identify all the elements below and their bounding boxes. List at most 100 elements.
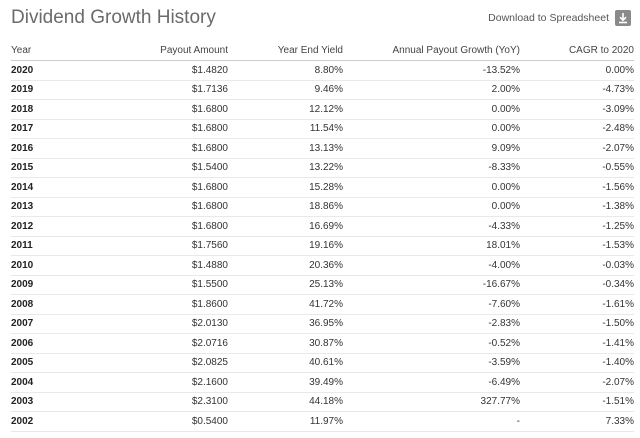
cell-annual-payout-growth: 18.01%: [343, 236, 520, 256]
cell-payout-amount: $1.6800: [71, 119, 228, 139]
cell-year: 2004: [11, 372, 71, 393]
cell-payout-amount: $2.0716: [71, 333, 228, 354]
table-row: 2003 $2.3100 44.18% 327.77% -1.51%: [11, 392, 634, 412]
download-spreadsheet-button[interactable]: Download to Spreadsheet: [488, 10, 631, 26]
cell-year-end-yield: 18.86%: [228, 197, 343, 217]
cell-cagr: 0.00%: [520, 60, 634, 81]
cell-annual-payout-growth: 0.00%: [343, 177, 520, 198]
cell-cagr: -1.41%: [520, 333, 634, 354]
table-row: 2019 $1.7136 9.46% 2.00% -4.73%: [11, 80, 634, 100]
cell-payout-amount: $1.6800: [71, 216, 228, 237]
cell-year-end-yield: 19.16%: [228, 236, 343, 256]
cell-year: 2006: [11, 333, 71, 354]
column-header-annual-payout-growth: Annual Payout Growth (YoY): [343, 40, 520, 61]
cell-year-end-yield: 13.22%: [228, 158, 343, 178]
cell-year-end-yield: 25.13%: [228, 275, 343, 295]
cell-year-end-yield: 44.18%: [228, 392, 343, 412]
table-header-row: Year Payout Amount Year End Yield Annual…: [11, 40, 634, 61]
cell-payout-amount: $2.3100: [71, 392, 228, 412]
cell-year-end-yield: 39.49%: [228, 372, 343, 393]
cell-year: 2009: [11, 275, 71, 295]
table-row: 2016 $1.6800 13.13% 9.09% -2.07%: [11, 138, 634, 159]
cell-annual-payout-growth: -2.83%: [343, 314, 520, 334]
cell-year: 2015: [11, 158, 71, 178]
table-row: 2020 $1.4820 8.80% -13.52% 0.00%: [11, 60, 634, 81]
cell-year-end-yield: 8.80%: [228, 60, 343, 81]
table-row: 2002 $0.5400 11.97% -7.33%: [11, 411, 634, 432]
cell-payout-amount: $1.7136: [71, 80, 228, 100]
cell-cagr: -3.09%: [520, 99, 634, 120]
cell-cagr: -2.48%: [520, 119, 634, 139]
cell-payout-amount: $1.6800: [71, 138, 228, 159]
cell-payout-amount: $1.5500: [71, 275, 228, 295]
column-header-payout-amount: Payout Amount: [71, 40, 228, 61]
column-header-year: Year: [11, 40, 71, 61]
cell-year-end-yield: 13.13%: [228, 138, 343, 159]
cell-cagr: -4.73%: [520, 80, 634, 100]
table-row: 2018 $1.6800 12.12% 0.00% -3.09%: [11, 99, 634, 120]
cell-annual-payout-growth: -7.60%: [343, 294, 520, 315]
cell-year: 2003: [11, 392, 71, 412]
cell-annual-payout-growth: 0.00%: [343, 197, 520, 217]
cell-annual-payout-growth: 9.09%: [343, 138, 520, 159]
page-title: Dividend Growth History: [11, 7, 216, 28]
cell-annual-payout-growth: -: [343, 411, 520, 432]
cell-year: 2002: [11, 411, 71, 432]
table-row: 2009 $1.5500 25.13% -16.67% -0.34%: [11, 275, 634, 295]
cell-payout-amount: $1.8600: [71, 294, 228, 315]
cell-payout-amount: $2.0130: [71, 314, 228, 334]
cell-payout-amount: $1.6800: [71, 99, 228, 120]
cell-cagr: -1.53%: [520, 236, 634, 256]
cell-annual-payout-growth: -4.00%: [343, 255, 520, 276]
cell-cagr: -1.50%: [520, 314, 634, 334]
header: Dividend Growth History Download to Spre…: [0, 0, 640, 36]
cell-cagr: -1.56%: [520, 177, 634, 198]
cell-annual-payout-growth: -3.59%: [343, 353, 520, 373]
cell-year-end-yield: 9.46%: [228, 80, 343, 100]
cell-payout-amount: $1.6800: [71, 177, 228, 198]
cell-cagr: -1.40%: [520, 353, 634, 373]
table-row: 2015 $1.5400 13.22% -8.33% -0.55%: [11, 158, 634, 178]
table-row: 2010 $1.4880 20.36% -4.00% -0.03%: [11, 255, 634, 276]
cell-payout-amount: $1.7560: [71, 236, 228, 256]
cell-year-end-yield: 16.69%: [228, 216, 343, 237]
download-label[interactable]: Download to Spreadsheet: [488, 12, 609, 24]
cell-year-end-yield: 11.54%: [228, 119, 343, 139]
cell-payout-amount: $1.4880: [71, 255, 228, 276]
cell-annual-payout-growth: 0.00%: [343, 99, 520, 120]
cell-year-end-yield: 12.12%: [228, 99, 343, 120]
cell-cagr: -0.55%: [520, 158, 634, 178]
cell-year-end-yield: 11.97%: [228, 411, 343, 432]
cell-year-end-yield: 15.28%: [228, 177, 343, 198]
table-row: 2017 $1.6800 11.54% 0.00% -2.48%: [11, 119, 634, 139]
cell-annual-payout-growth: -16.67%: [343, 275, 520, 295]
cell-payout-amount: $0.5400: [71, 411, 228, 432]
cell-cagr: -1.51%: [520, 392, 634, 412]
cell-year: 2018: [11, 99, 71, 120]
cell-cagr: 7.33%: [520, 411, 634, 432]
cell-year: 2016: [11, 138, 71, 159]
cell-payout-amount: $1.4820: [71, 60, 228, 81]
cell-cagr: -0.34%: [520, 275, 634, 295]
cell-year-end-yield: 20.36%: [228, 255, 343, 276]
cell-year-end-yield: 36.95%: [228, 314, 343, 334]
cell-year: 2011: [11, 236, 71, 256]
cell-year: 2010: [11, 255, 71, 276]
cell-annual-payout-growth: 2.00%: [343, 80, 520, 100]
cell-year-end-yield: 30.87%: [228, 333, 343, 354]
cell-year: 2012: [11, 216, 71, 237]
table-row: 2013 $1.6800 18.86% 0.00% -1.38%: [11, 197, 634, 217]
cell-cagr: -1.25%: [520, 216, 634, 237]
download-icon[interactable]: [615, 10, 631, 26]
dividend-history-table: Year Payout Amount Year End Yield Annual…: [11, 40, 634, 432]
column-header-year-end-yield: Year End Yield: [228, 40, 343, 61]
table-row: 2006 $2.0716 30.87% -0.52% -1.41%: [11, 333, 634, 354]
table-row: 2011 $1.7560 19.16% 18.01% -1.53%: [11, 236, 634, 256]
table-row: 2014 $1.6800 15.28% 0.00% -1.56%: [11, 177, 634, 198]
cell-payout-amount: $1.6800: [71, 197, 228, 217]
table-row: 2008 $1.8600 41.72% -7.60% -1.61%: [11, 294, 634, 315]
table-row: 2007 $2.0130 36.95% -2.83% -1.50%: [11, 314, 634, 334]
cell-year: 2008: [11, 294, 71, 315]
cell-annual-payout-growth: -4.33%: [343, 216, 520, 237]
cell-year-end-yield: 41.72%: [228, 294, 343, 315]
